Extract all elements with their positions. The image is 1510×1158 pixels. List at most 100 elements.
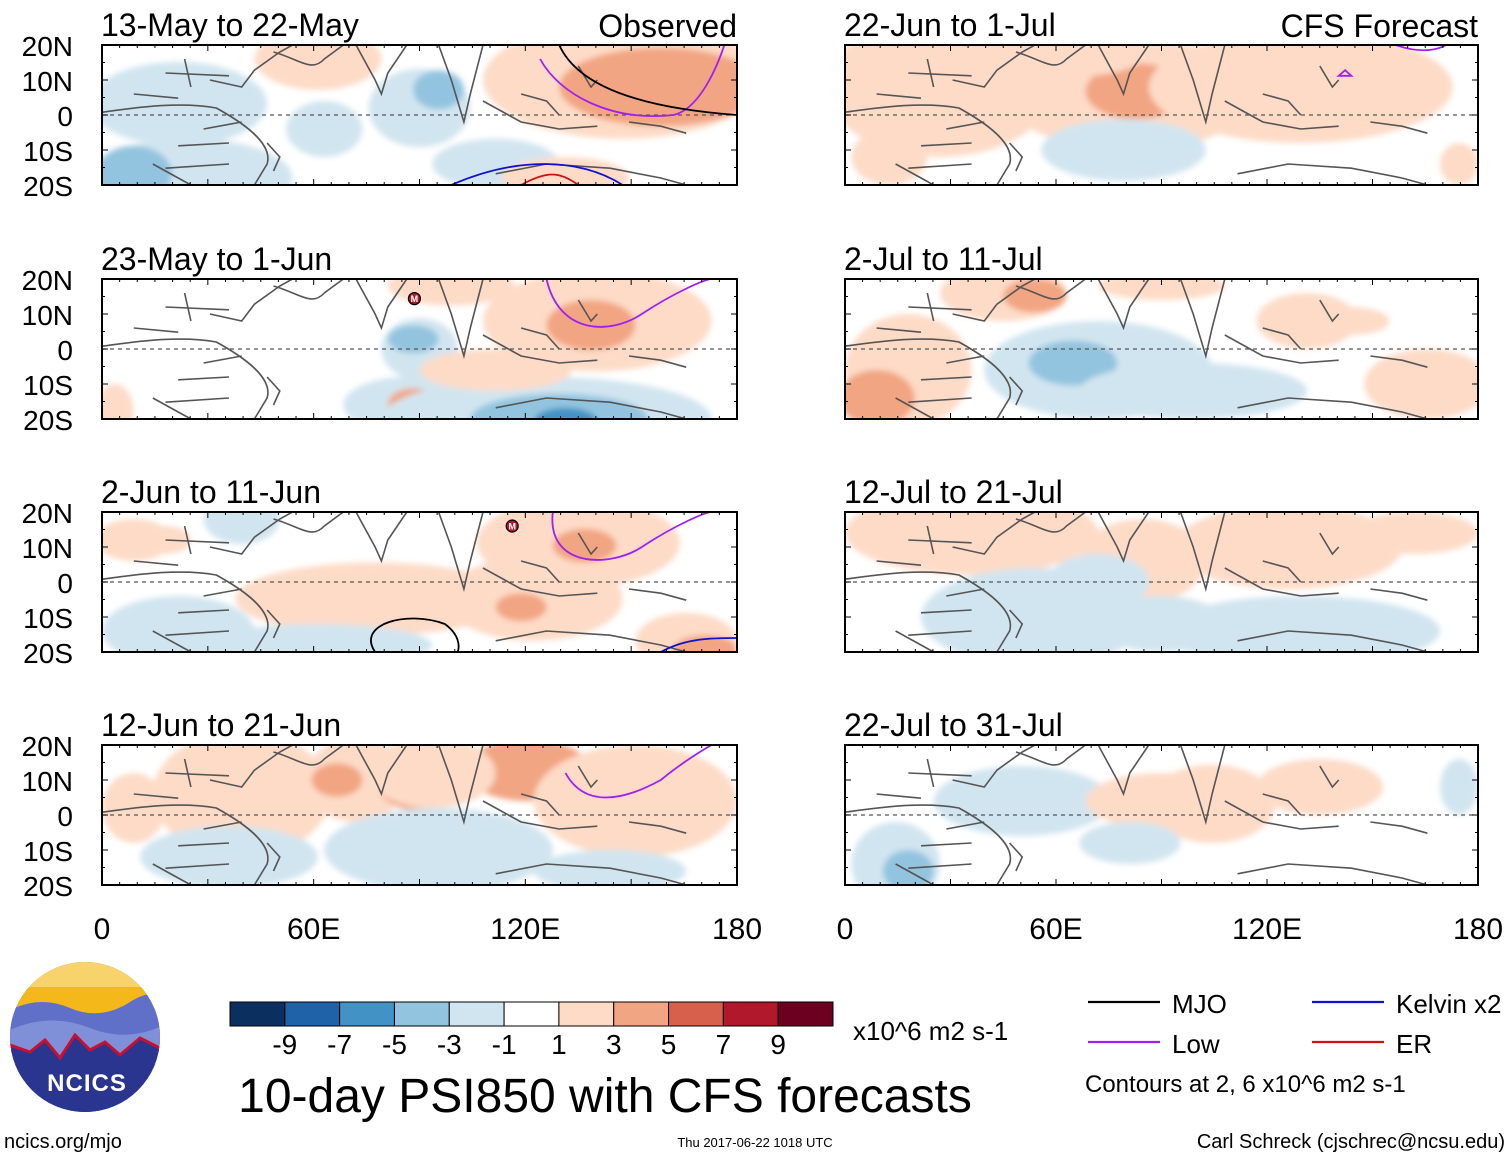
anomaly-region	[495, 593, 547, 622]
coastline	[355, 512, 408, 564]
anomaly-region	[552, 528, 617, 563]
x-axis-labels: 0 60E 120E 180 0 60E 120E 180	[94, 913, 1503, 946]
coastline	[482, 800, 598, 830]
anomaly-region	[368, 745, 496, 808]
y-tick-label: 10N	[22, 300, 73, 331]
anomaly-region	[1364, 349, 1478, 419]
anomaly-region	[1440, 143, 1478, 185]
y-tick-label: 10N	[22, 766, 73, 797]
coastline	[1097, 512, 1150, 564]
coastline	[152, 630, 192, 652]
coastline	[1370, 588, 1428, 601]
coastline	[1237, 863, 1428, 885]
coastline	[1262, 793, 1302, 816]
coastline	[628, 121, 687, 134]
coastline	[133, 292, 230, 333]
footer-url[interactable]: ncics.org/mjo	[4, 1131, 122, 1153]
coastline	[482, 334, 598, 364]
anomaly-region	[1079, 363, 1308, 419]
coastline	[1370, 821, 1428, 834]
colorbar: -9 -7 -5 -3 -1 1 3 5 7 9	[229, 1001, 834, 1060]
colorbar-label: 5	[661, 1029, 677, 1060]
coastline	[1319, 532, 1340, 556]
chart-title: 10-day PSI850 with CFS forecasts	[238, 1070, 972, 1123]
y-tick-label: 20N	[22, 498, 73, 529]
anomaly-region	[845, 370, 915, 419]
colorbar-swatch	[558, 1001, 615, 1027]
coastline	[1319, 65, 1340, 89]
anomaly-region	[1351, 512, 1478, 554]
anomaly-region	[534, 407, 597, 419]
coastline	[437, 279, 484, 360]
contour-line	[370, 617, 460, 652]
coastline	[273, 45, 344, 66]
x-tick-label: 0	[837, 913, 854, 946]
x-tick-label: 180	[1453, 913, 1503, 946]
anomaly-region	[140, 826, 318, 885]
coastline	[1319, 765, 1340, 789]
panel-title: 12-Jun to 21-Jun	[101, 707, 341, 743]
coastline	[133, 758, 230, 799]
coastline	[1224, 800, 1339, 830]
anomaly-region	[413, 70, 464, 110]
y-tick-label: 0	[57, 335, 73, 366]
ncics-logo[interactable]: NCICS	[10, 962, 170, 1120]
coastline	[1262, 560, 1302, 583]
colorbar-label: -9	[272, 1029, 297, 1060]
anomaly-region	[1313, 307, 1390, 335]
coastline	[1262, 93, 1302, 116]
y-tick-label: 10N	[22, 66, 73, 97]
coastline	[437, 45, 484, 126]
coastline	[437, 745, 484, 826]
x-tick-label: 120E	[490, 913, 560, 946]
coastline	[1015, 745, 1086, 766]
y-tick-label: 0	[57, 568, 73, 599]
anomaly-region	[311, 763, 363, 797]
anomaly-region	[286, 101, 363, 157]
coastline	[876, 758, 972, 799]
legend-label: Low	[1172, 1029, 1220, 1059]
contour-line	[545, 279, 712, 328]
coastline	[628, 355, 687, 368]
x-tick-label: 180	[712, 913, 762, 946]
coastline	[876, 292, 972, 333]
x-tick-label: 0	[94, 913, 111, 946]
anomaly-region	[235, 562, 515, 636]
storm-marker: M	[407, 292, 422, 306]
panel-title: 2-Jul to 11-Jul	[844, 241, 1043, 277]
contour-line	[558, 45, 737, 116]
panel-title: 22-Jun to 1-Jul	[844, 7, 1056, 43]
panel-title: 13-May to 22-May	[101, 7, 359, 43]
coastline	[1179, 45, 1226, 126]
coastline	[209, 279, 293, 322]
anomaly-region	[387, 325, 439, 354]
panel-0-2: 2-Jun to 11-Jun M 20N 10N 0 10S 20S	[22, 474, 738, 669]
anomaly-region	[990, 45, 1143, 78]
panel-1-1: 2-Jul to 11-Jul	[844, 241, 1479, 420]
contour-line	[539, 45, 726, 117]
coastline	[628, 821, 687, 834]
anomaly-region	[1161, 596, 1440, 652]
coastline	[209, 512, 293, 555]
coastline	[209, 745, 293, 788]
anomaly-region	[1079, 822, 1181, 864]
coastline	[1015, 279, 1086, 300]
coastline	[1179, 279, 1226, 360]
footer-credit[interactable]: Carl Schreck (cjschrec@ncsu.edu)	[1197, 1131, 1505, 1153]
coastline	[165, 355, 242, 403]
y-tick-label: 20N	[22, 31, 73, 62]
coastline	[209, 45, 293, 88]
coastline	[437, 512, 484, 593]
anomaly-region	[102, 384, 134, 419]
coastline	[1179, 745, 1226, 826]
anomaly-region	[1098, 279, 1225, 300]
coastline	[520, 93, 560, 116]
coastline	[102, 804, 269, 885]
coastline	[908, 821, 985, 869]
panel-1-3: 22-Jul to 31-Jul	[844, 707, 1479, 886]
colorbar-swatch	[613, 1001, 670, 1027]
anomaly-region	[845, 45, 1054, 157]
panel-1-2: 12-Jul to 21-Jul	[844, 474, 1479, 653]
colorbar-swatch	[339, 1001, 395, 1027]
